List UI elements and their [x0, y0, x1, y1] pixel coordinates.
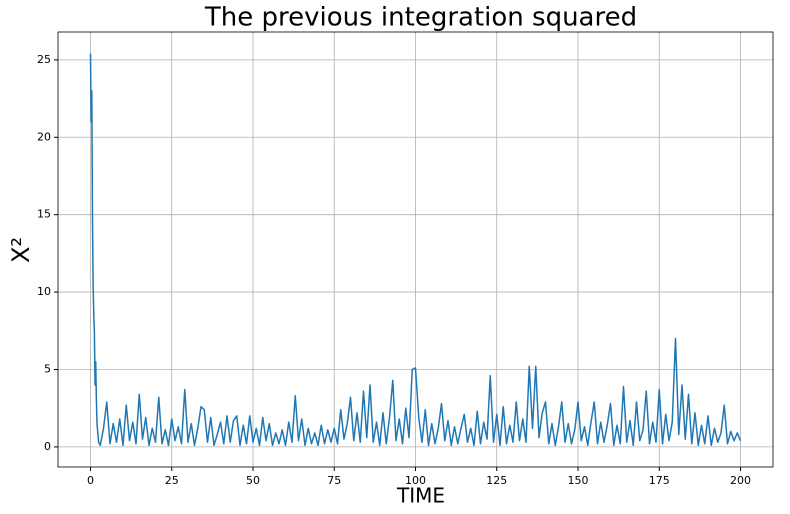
x-tick-label: 125 [486, 474, 507, 487]
plot-frame [57, 31, 774, 468]
y-tick-label: 10 [37, 285, 51, 298]
y-axis-label: X² [7, 237, 35, 263]
y-tick-label: 20 [37, 130, 51, 143]
y-tick-label: 5 [44, 362, 51, 375]
y-tick-label: 0 [44, 440, 51, 453]
x-tick-label: 75 [327, 474, 341, 487]
x-tick-label: 50 [246, 474, 260, 487]
x-tick-label: 0 [87, 474, 94, 487]
x-tick-label: 175 [649, 474, 670, 487]
data-line [89, 53, 742, 447]
x-tick-label: 25 [165, 474, 179, 487]
x-tick-label: 150 [568, 474, 589, 487]
x-axis-label: TIME [396, 484, 445, 508]
x-tick-label: 200 [730, 474, 751, 487]
y-tick-label: 25 [37, 53, 51, 66]
y-tick-label: 15 [37, 208, 51, 221]
x-tick-label: 100 [405, 474, 426, 487]
chart-title: The previous integration squared [204, 3, 637, 33]
